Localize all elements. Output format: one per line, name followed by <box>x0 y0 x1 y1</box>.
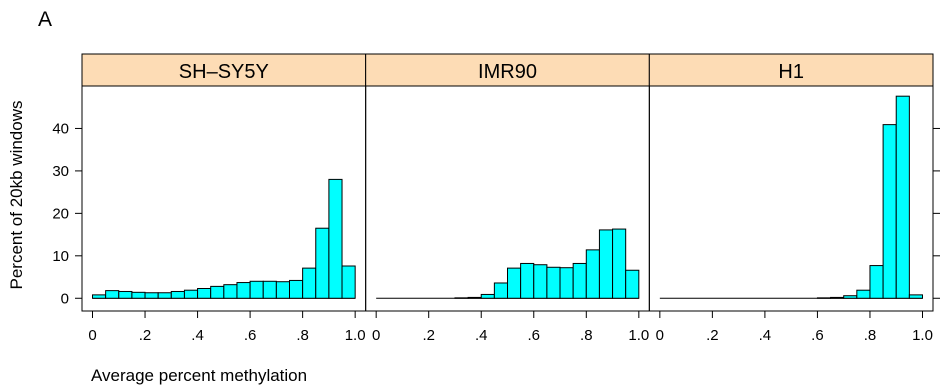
y-tick-label: 10 <box>52 248 69 265</box>
histogram-bar <box>197 288 212 299</box>
histogram-bar <box>262 280 277 299</box>
histogram-bar <box>183 289 199 299</box>
histogram-bar <box>559 267 574 299</box>
histogram-bar <box>131 291 146 299</box>
histogram-bar <box>92 294 107 299</box>
panel-frame <box>648 85 934 312</box>
panel-strip-label: IMR90 <box>478 61 537 83</box>
x-axis-label: Average percent methylation <box>91 366 307 385</box>
plot-area: SH–SY5Y 0 .2 .4 .6 .8 1.0 IMR90 0 .2 .4 .6 .8 1.0 H1 0.… <box>52 53 940 344</box>
x-tick-label: .6 <box>528 327 541 344</box>
y-tick-label: 0 <box>61 290 69 307</box>
x-tick-label: 1.0 <box>912 327 933 344</box>
histogram-bar <box>315 227 330 299</box>
histogram-bar <box>598 229 614 299</box>
histogram-bar <box>157 292 172 299</box>
histogram-bar <box>546 266 561 299</box>
panel-letter: A <box>38 8 52 31</box>
panel-0: SH–SY5Y 0 .2 .4 .6 .8 1.0 <box>81 53 367 344</box>
x-tick-label: .6 <box>244 327 257 344</box>
histogram-bar <box>585 249 600 299</box>
histogram-bar <box>328 178 343 299</box>
histogram-bar <box>467 296 482 299</box>
histogram-bar <box>170 290 185 299</box>
histogram-bar <box>612 228 627 299</box>
x-tick-label: .2 <box>139 327 152 344</box>
x-tick-label: .6 <box>811 327 824 344</box>
histogram-bar <box>520 262 535 299</box>
histogram-bar <box>105 290 120 299</box>
y-tick-label: 20 <box>52 205 69 222</box>
histogram-bar <box>249 280 264 299</box>
histogram-bar <box>843 295 858 299</box>
x-tick-label: 1.0 <box>628 327 649 344</box>
x-tick-label: .2 <box>422 327 435 344</box>
histogram-bar <box>869 265 884 299</box>
histogram-bar <box>908 294 923 299</box>
x-tick-label: .8 <box>864 327 877 344</box>
panel-1: IMR90 0 .2 .4 .6 .8 1.0 <box>365 53 650 344</box>
panel-strip <box>648 53 934 87</box>
x-tick-label: .8 <box>296 327 309 344</box>
histogram-bar <box>210 285 225 299</box>
y-tick-label: 30 <box>52 163 69 180</box>
histogram-bar <box>288 279 304 299</box>
x-tick-label: 1.0 <box>345 327 366 344</box>
x-tick-label: 0 <box>88 327 96 344</box>
panel-2: H1 0 .2 .4 .6 .8 1.0 <box>648 53 934 344</box>
histogram-bar <box>493 282 508 299</box>
histogram-bar <box>275 281 290 299</box>
x-tick-label: 0 <box>372 327 380 344</box>
x-tick-label: .4 <box>475 327 488 344</box>
x-tick-label: .4 <box>191 327 204 344</box>
panel-strip <box>365 53 650 87</box>
x-tick-label: 0 <box>656 327 664 344</box>
histogram-bar <box>118 290 133 299</box>
histogram-bar <box>830 296 845 299</box>
histogram-bar <box>533 264 548 299</box>
histogram-bar <box>856 289 871 299</box>
panel-strip-label: SH–SY5Y <box>179 61 269 83</box>
histogram-bar <box>480 293 495 299</box>
histogram-bar <box>507 267 522 299</box>
x-tick-label: .8 <box>580 327 593 344</box>
panel-strip-label: H1 <box>778 61 804 83</box>
histogram-bar <box>302 267 317 299</box>
panel-strip <box>81 53 367 87</box>
y-tick-label: 40 <box>52 120 69 137</box>
x-tick-label: .2 <box>706 327 719 344</box>
histogram-bar <box>625 269 640 299</box>
histogram-bar <box>895 95 910 299</box>
histogram-bar <box>144 292 159 299</box>
histogram-bar <box>223 284 238 299</box>
histogram-bar <box>341 265 356 299</box>
histogram-bar <box>572 262 587 299</box>
y-axis-label: Percent of 20kb windows <box>7 101 26 290</box>
histogram-bar <box>236 282 251 299</box>
x-tick-label: .4 <box>759 327 772 344</box>
histogram-bar <box>882 124 897 299</box>
